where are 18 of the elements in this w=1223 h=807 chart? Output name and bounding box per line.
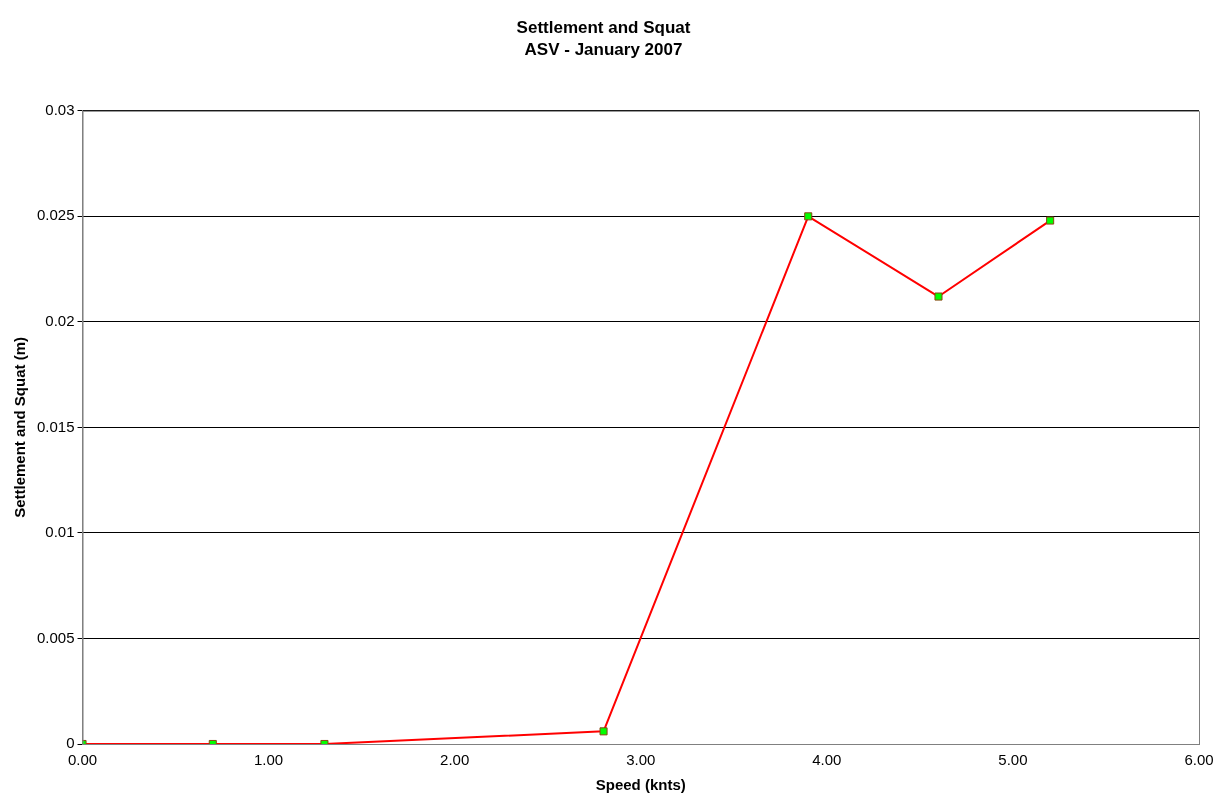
chart-subtitle: ASV - January 2007 xyxy=(524,40,683,60)
y-tick-label: 0.03 xyxy=(45,100,75,118)
y-tick-label: 0.01 xyxy=(45,523,75,541)
x-tick-label: 1.00 xyxy=(254,751,284,769)
y-tick-label: 0.015 xyxy=(36,417,75,435)
x-tick-label: 5.00 xyxy=(998,751,1028,769)
y-tick-label: 0 xyxy=(66,734,75,752)
x-tick-label: 3.00 xyxy=(626,751,656,769)
y-tick-label: 0.025 xyxy=(36,206,75,224)
y-axis-title: Settlement and Squat (m) xyxy=(11,336,29,518)
chart-title: Settlement and Squat xyxy=(516,17,691,37)
x-tick-label: 2.00 xyxy=(440,751,470,769)
y-tick-label: 0.005 xyxy=(36,628,75,646)
x-axis-title: Speed (knts) xyxy=(595,776,686,794)
x-tick-label: 6.00 xyxy=(1184,751,1214,769)
x-tick-label: 4.00 xyxy=(812,751,842,769)
y-tick-label: 0.02 xyxy=(45,312,75,330)
x-tick-label: 0.00 xyxy=(67,751,98,769)
